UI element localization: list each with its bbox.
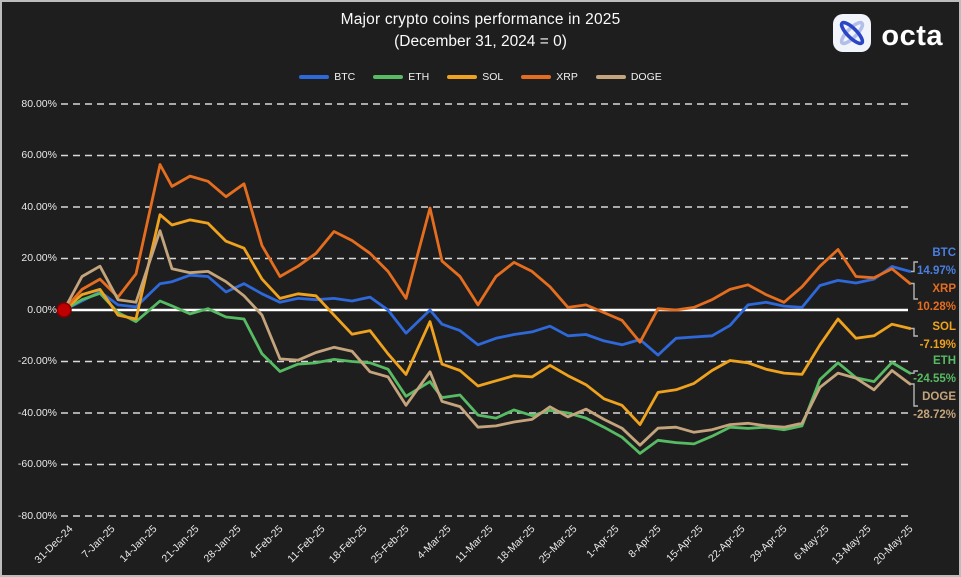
legend-item-doge: DOGE — [595, 71, 662, 83]
callout-sol-label: SOL — [932, 321, 956, 333]
xrp-line-swatch — [521, 75, 552, 79]
legend-item-sol: SOL — [447, 71, 503, 83]
callout-xrp: XRP 10.28% — [898, 280, 956, 316]
octa-logo: octa — [832, 13, 943, 58]
octa-knot-icon — [832, 13, 872, 58]
callout-btc-label: BTC — [932, 247, 956, 259]
y-tick-label-0.00%: 0.00% — [27, 303, 57, 316]
callout-leader-sol — [911, 327, 918, 337]
callout-eth: ETH -24.55% — [898, 352, 956, 388]
callout-doge: DOGE -28.72% — [898, 388, 956, 424]
callout-doge-value: -28.72% — [913, 409, 956, 421]
y-tick-label-80.00%: 80.00% — [21, 97, 57, 110]
callout-btc: BTC 14.97% — [898, 244, 956, 280]
callout-xrp-value: 10.28% — [916, 301, 956, 313]
legend-item-btc: BTC — [299, 71, 355, 83]
y-tick-label--80.00%: -80.00% — [17, 509, 57, 522]
callout-doge-label: DOGE — [922, 391, 956, 403]
callout-leader-doge — [911, 383, 918, 407]
callout-sol: SOL -7.19% — [898, 318, 956, 354]
origin-dot — [56, 302, 72, 318]
series-line-doge — [62, 229, 912, 447]
series-line-xrp — [62, 163, 912, 344]
octa-logo-text: octa — [881, 19, 943, 52]
y-tick-label-40.00%: 40.00% — [21, 200, 57, 213]
callout-leader-xrp — [911, 282, 918, 300]
doge-line-swatch — [595, 75, 626, 79]
y-tick-label-20.00%: 20.00% — [21, 252, 57, 264]
callout-leader-eth — [911, 370, 918, 374]
callout-eth-value: -24.55% — [913, 373, 956, 385]
btc-line-swatch — [299, 75, 330, 79]
y-tick-label--60.00%: -60.00% — [17, 458, 57, 470]
chart-subtitle: (December 31, 2024 = 0) — [394, 33, 567, 50]
series-line-sol — [62, 213, 912, 427]
legend-item-eth: ETH — [373, 71, 429, 83]
series-line-btc — [62, 265, 912, 357]
callout-sol-value: -7.19% — [919, 339, 956, 351]
y-tick-label-60.00%: 60.00% — [21, 149, 57, 161]
chart-title: Major crypto coins performance in 2025 — [340, 11, 621, 28]
legend: BTC ETH SOL XRP DOGE — [2, 71, 959, 83]
y-tick-label--40.00%: -40.00% — [17, 406, 57, 419]
callout-leader-btc — [911, 261, 918, 273]
callout-eth-label: ETH — [933, 355, 956, 367]
legend-item-xrp: XRP — [521, 71, 578, 83]
eth-line-swatch — [373, 75, 404, 79]
callout-xrp-label: XRP — [932, 283, 956, 295]
series-line-eth — [62, 291, 912, 455]
y-tick-label--20.00%: -20.00% — [17, 355, 57, 367]
sol-line-swatch — [447, 75, 478, 79]
callout-btc-value: 14.97% — [916, 265, 956, 277]
